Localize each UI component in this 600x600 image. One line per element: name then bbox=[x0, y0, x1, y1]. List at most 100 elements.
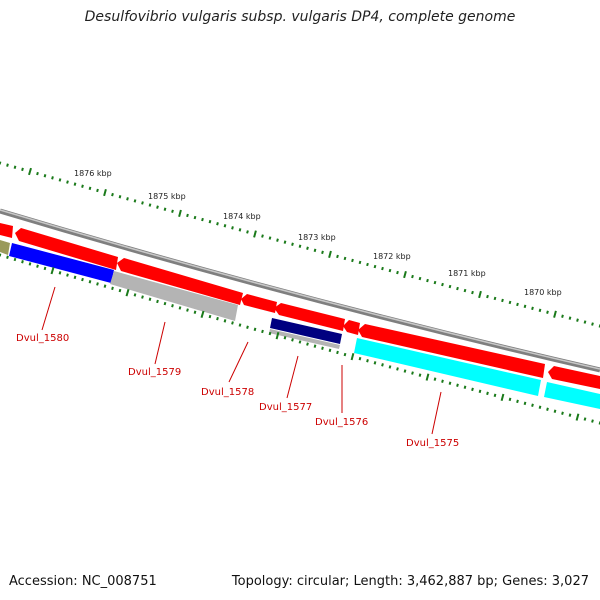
outer-tick-58 bbox=[433, 280, 437, 285]
outer-tick-21 bbox=[156, 205, 159, 209]
feature-navy bbox=[270, 318, 342, 344]
gene-label-leaders bbox=[41, 286, 442, 435]
inner-tick-66 bbox=[493, 393, 497, 398]
outer-tick-6 bbox=[43, 174, 47, 178]
outer-tick-35 bbox=[261, 234, 264, 238]
inner-tick-39 bbox=[291, 338, 294, 342]
gene-label-dvul-1576[interactable]: Dvul_1576 bbox=[315, 417, 368, 428]
inner-tick-45 bbox=[336, 350, 339, 355]
inner-tick-37 bbox=[275, 332, 280, 340]
inner-tick-58 bbox=[433, 377, 437, 381]
outer-tick-62 bbox=[463, 288, 467, 293]
outer-tick-64 bbox=[478, 290, 482, 299]
outer-tick-8 bbox=[58, 178, 62, 182]
inner-tick-15 bbox=[111, 286, 114, 291]
ruler-label-1871: 1871 kbp bbox=[448, 269, 486, 278]
outer-tick-5 bbox=[36, 171, 39, 176]
inner-tick-43 bbox=[321, 346, 324, 350]
inner-tick-72 bbox=[538, 405, 542, 409]
outer-tick-13 bbox=[96, 188, 99, 193]
outer-tick-20 bbox=[148, 203, 152, 207]
inner-tick-32 bbox=[238, 323, 242, 327]
outer-tick-49 bbox=[366, 262, 369, 267]
ruler-label-1875: 1875 kbp bbox=[148, 192, 186, 201]
gene-label-dvul-1580[interactable]: Dvul_1580 bbox=[16, 333, 69, 344]
outer-tick-41 bbox=[306, 246, 309, 250]
ruler-label-1873: 1873 kbp bbox=[298, 233, 336, 242]
inner-tick-ruler bbox=[0, 253, 600, 425]
outer-tick-25 bbox=[186, 213, 189, 218]
outer-tick-34 bbox=[253, 230, 257, 238]
outer-tick-15 bbox=[111, 192, 114, 197]
feature-grey-1579 bbox=[110, 271, 238, 321]
ruler-label-1870: 1870 kbp bbox=[524, 288, 562, 297]
outer-tick-66 bbox=[493, 296, 497, 301]
outer-tick-17 bbox=[126, 197, 129, 201]
inner-tick-70 bbox=[523, 401, 527, 406]
inner-tick-23 bbox=[171, 304, 174, 308]
gene-label-dvul-1578[interactable]: Dvul_1578 bbox=[201, 387, 254, 398]
outer-tick-9 bbox=[66, 180, 69, 184]
outer-tick-44 bbox=[328, 250, 332, 259]
outer-tick-3 bbox=[21, 167, 24, 172]
inner-tick-55 bbox=[411, 371, 414, 375]
outer-tick-76 bbox=[568, 316, 572, 320]
inner-tick-49 bbox=[366, 359, 369, 363]
outer-tick-78 bbox=[583, 320, 587, 324]
outer-tick-26 bbox=[193, 215, 197, 220]
gene-label-dvul-1577[interactable]: Dvul_1577 bbox=[259, 402, 312, 413]
inner-tick-77 bbox=[575, 413, 580, 421]
outer-tick-30 bbox=[223, 224, 227, 228]
inner-tick-24 bbox=[178, 306, 182, 310]
outer-tick-11 bbox=[81, 184, 84, 188]
outer-tick-ruler bbox=[0, 161, 600, 328]
outer-tick-79 bbox=[591, 322, 594, 326]
gene-label-dvul-1575[interactable]: Dvul_1575 bbox=[406, 438, 459, 449]
outer-tick-65 bbox=[486, 294, 489, 299]
inner-tick-41 bbox=[306, 342, 309, 346]
cds-red-4 bbox=[241, 294, 277, 313]
outer-tick-23 bbox=[171, 209, 174, 213]
outer-tick-37 bbox=[276, 238, 279, 242]
inner-tick-73 bbox=[546, 407, 549, 411]
inner-tick-76 bbox=[568, 413, 572, 417]
inner-tick-63 bbox=[471, 387, 474, 392]
outer-tick-40 bbox=[298, 244, 302, 248]
inner-tick-20 bbox=[148, 297, 152, 301]
outer-tick-50 bbox=[373, 264, 377, 269]
outer-tick-1 bbox=[6, 163, 9, 167]
outer-tick-52 bbox=[388, 268, 392, 273]
inner-tick-6 bbox=[43, 266, 47, 271]
outer-tick-18 bbox=[133, 199, 137, 203]
outer-tick-16 bbox=[118, 195, 122, 199]
inner-tick-9 bbox=[66, 273, 69, 277]
inner-tick-33 bbox=[246, 325, 249, 329]
inner-tick-27 bbox=[200, 310, 205, 318]
inner-tick-12 bbox=[88, 280, 92, 284]
outer-tick-22 bbox=[163, 207, 167, 211]
inner-tick-47 bbox=[350, 352, 355, 361]
leader-dvul-1579 bbox=[154, 321, 166, 365]
inner-tick-17 bbox=[125, 289, 130, 297]
outer-tick-39 bbox=[291, 242, 294, 246]
outer-tick-28 bbox=[208, 219, 212, 224]
inner-tick-30 bbox=[223, 319, 227, 323]
forward-strand-features bbox=[0, 223, 600, 389]
genome-backbone-highlight bbox=[0, 209, 600, 370]
inner-tick-7 bbox=[50, 267, 55, 275]
gene-label-dvul-1579[interactable]: Dvul_1579 bbox=[128, 367, 181, 378]
outer-tick-73 bbox=[546, 310, 549, 314]
topology-text: Topology: circular; Length: 3,462,887 bp… bbox=[231, 574, 589, 589]
outer-tick-29 bbox=[216, 222, 219, 226]
inner-tick-51 bbox=[381, 363, 384, 367]
outer-tick-68 bbox=[508, 300, 512, 305]
inner-tick-54 bbox=[403, 369, 407, 373]
inner-tick-13 bbox=[96, 282, 99, 286]
outer-tick-56 bbox=[418, 276, 422, 281]
outer-tick-12 bbox=[88, 186, 92, 191]
outer-tick-19 bbox=[141, 201, 144, 205]
inner-tick-69 bbox=[516, 399, 519, 404]
outer-tick-57 bbox=[426, 278, 429, 283]
leader-dvul-1580 bbox=[41, 286, 56, 331]
